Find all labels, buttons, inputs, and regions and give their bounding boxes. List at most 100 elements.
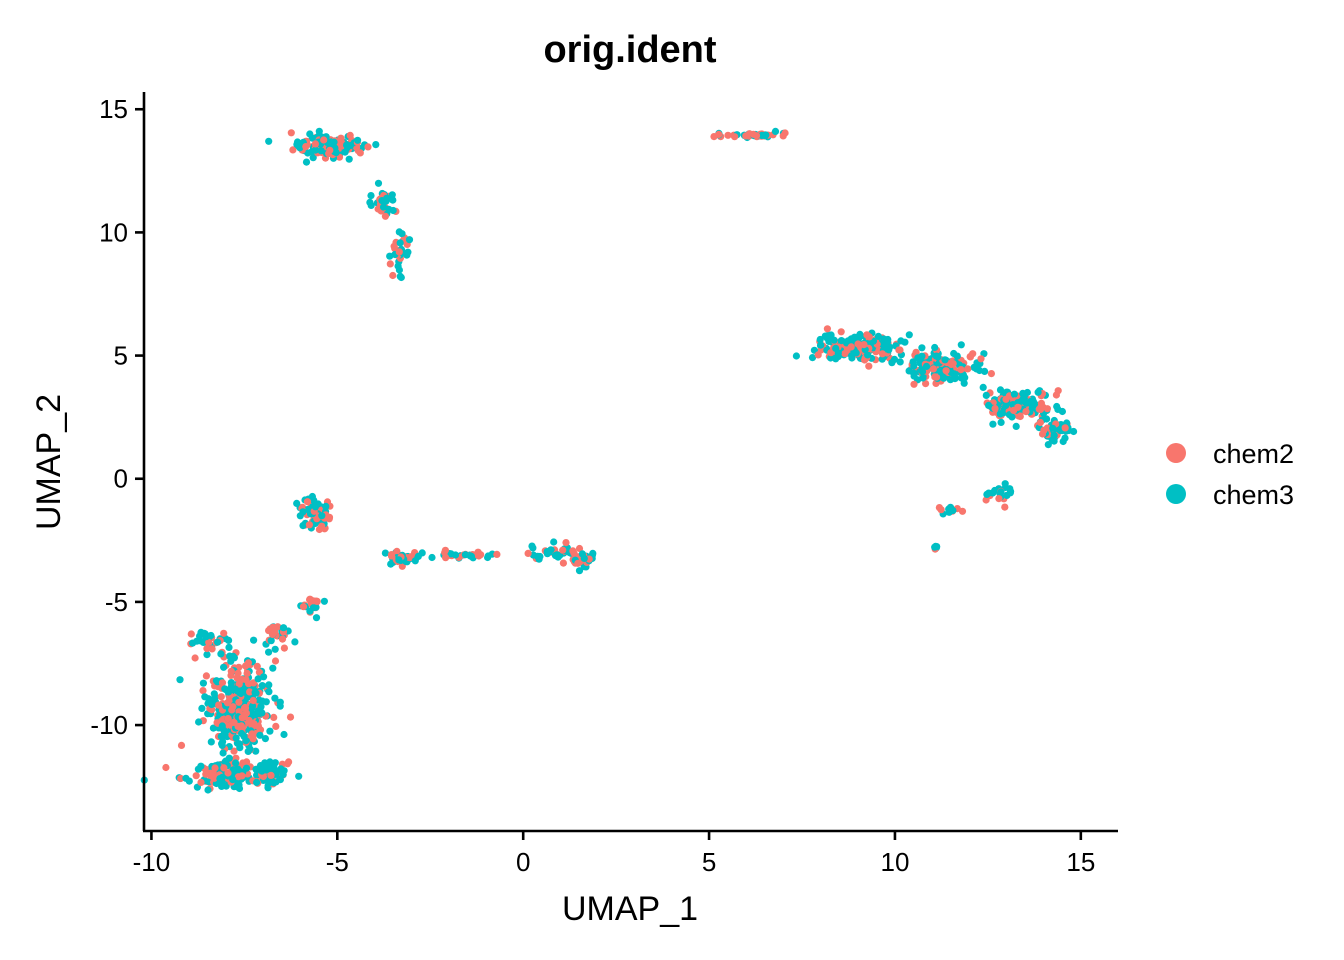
point-chem2 <box>238 714 246 722</box>
point-chem2 <box>991 404 999 413</box>
point-chem3 <box>856 330 864 338</box>
point-chem2 <box>199 687 207 695</box>
point-chem2 <box>248 730 256 738</box>
point-chem2 <box>841 350 849 358</box>
point-chem3 <box>299 522 307 530</box>
point-chem2 <box>493 550 501 559</box>
point-chem2 <box>312 597 320 605</box>
point-chem2 <box>253 662 261 671</box>
point-chem2 <box>311 140 319 148</box>
point-chem2 <box>827 349 835 357</box>
point-chem2 <box>381 212 389 220</box>
point-chem3 <box>397 273 405 282</box>
point-chem3 <box>931 343 939 352</box>
y-tick-label: -10 <box>90 710 128 740</box>
point-chem2 <box>205 638 213 647</box>
point-chem2 <box>229 703 237 711</box>
point-chem3 <box>1021 391 1029 399</box>
point-chem3 <box>970 363 978 371</box>
point-chem3 <box>309 154 317 162</box>
point-chem3 <box>918 368 927 376</box>
point-chem3 <box>252 689 260 697</box>
point-chem3 <box>315 127 323 135</box>
point-chem3 <box>195 718 203 726</box>
point-chem3 <box>265 681 273 689</box>
point-chem2 <box>192 772 200 780</box>
point-chem3 <box>905 331 913 339</box>
point-chem3 <box>1044 441 1052 449</box>
point-chem3 <box>884 337 892 346</box>
point-chem3 <box>317 147 325 155</box>
point-chem3 <box>261 735 269 743</box>
point-chem3 <box>389 196 397 204</box>
point-chem3 <box>578 550 587 558</box>
point-chem2 <box>966 353 974 361</box>
point-chem2 <box>241 662 250 670</box>
point-chem2 <box>356 149 364 157</box>
point-chem3 <box>529 544 537 552</box>
point-chem2 <box>243 669 251 678</box>
point-chem2 <box>854 340 862 348</box>
point-chem2 <box>302 143 310 151</box>
point-chem3 <box>197 628 205 637</box>
point-chem3 <box>199 679 207 687</box>
point-chem3 <box>461 551 469 559</box>
point-chem2 <box>303 498 312 506</box>
point-chem3 <box>985 401 993 409</box>
point-chem3 <box>1049 424 1057 432</box>
point-chem3 <box>874 332 883 340</box>
point-chem3 <box>276 698 284 706</box>
point-chem2 <box>937 506 945 514</box>
point-chem2 <box>227 667 235 675</box>
point-chem2 <box>177 741 186 750</box>
point-chem3 <box>255 696 263 704</box>
legend-label-chem2: chem2 <box>1213 439 1294 469</box>
point-chem3 <box>228 684 236 692</box>
point-chem3 <box>395 266 403 274</box>
point-chem2 <box>286 713 295 721</box>
point-chem2 <box>346 131 354 139</box>
point-chem2 <box>220 764 228 772</box>
point-chem2 <box>245 716 253 725</box>
point-chem2 <box>814 351 822 359</box>
point-chem3 <box>771 127 780 135</box>
point-chem3 <box>291 638 299 646</box>
point-chem2 <box>211 764 219 772</box>
point-chem2 <box>220 629 228 637</box>
point-chem3 <box>428 553 436 562</box>
point-chem3 <box>824 331 832 339</box>
point-chem3 <box>194 765 202 773</box>
point-chem2 <box>957 366 965 374</box>
point-chem2 <box>249 696 257 705</box>
point-chem2 <box>187 630 195 638</box>
point-chem3 <box>816 335 824 344</box>
point-chem3 <box>235 784 244 793</box>
point-chem3 <box>1061 434 1069 442</box>
point-chem3 <box>1070 427 1078 436</box>
y-tick-label: 15 <box>99 94 128 124</box>
point-chem3 <box>957 341 965 349</box>
point-chem2 <box>224 769 232 777</box>
point-chem3 <box>322 502 330 510</box>
point-chem3 <box>792 352 801 360</box>
point-chem3 <box>276 776 284 784</box>
point-chem2 <box>215 701 223 709</box>
point-chem3 <box>979 383 987 391</box>
point-chem3 <box>982 391 990 399</box>
point-chem3 <box>989 420 997 428</box>
point-chem3 <box>265 137 273 145</box>
point-chem3 <box>222 757 230 765</box>
point-chem3 <box>176 676 184 684</box>
point-chem2 <box>977 355 985 363</box>
point-chem3 <box>244 747 252 756</box>
point-chem2 <box>395 248 403 256</box>
point-chem3 <box>227 679 235 687</box>
point-chem2 <box>865 362 873 370</box>
point-chem3 <box>203 651 211 659</box>
point-chem3 <box>260 673 268 681</box>
point-chem3 <box>268 777 276 785</box>
point-chem2 <box>241 704 250 712</box>
point-chem2 <box>710 133 718 141</box>
point-chem3 <box>914 354 922 362</box>
point-chem2 <box>949 360 957 368</box>
